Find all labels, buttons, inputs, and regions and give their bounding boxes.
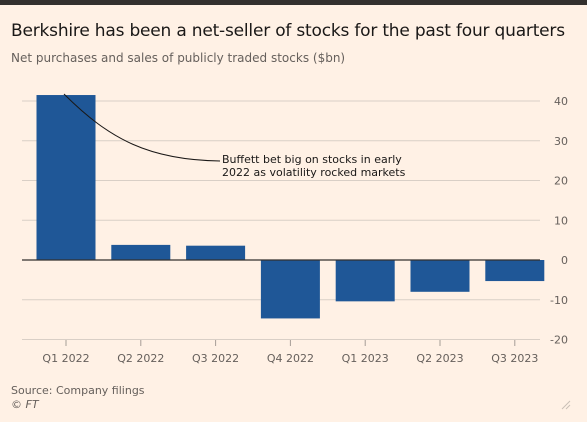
y-tick-label: 40 (554, 95, 568, 108)
ft-credit: © FT (11, 398, 39, 411)
y-tick-label: 20 (554, 175, 568, 188)
bar-q3-2022 (186, 245, 246, 260)
annotation-text-line: 2022 as volatility rocked markets (222, 166, 406, 179)
top-accent-bar (0, 0, 587, 5)
y-tick-label: 10 (554, 214, 568, 227)
annotation-leader-line (63, 93, 221, 162)
chart-subtitle: Net purchases and sales of publicly trad… (11, 51, 346, 65)
y-tick-label: -10 (550, 294, 568, 307)
x-tick-label: Q3 2023 (491, 352, 538, 365)
source-note: Source: Company filings (11, 384, 145, 397)
bar-q2-2023 (410, 260, 470, 292)
x-tick-label: Q2 2022 (117, 352, 164, 365)
x-tick-label: Q1 2022 (42, 352, 89, 365)
x-tick-label: Q3 2022 (192, 352, 239, 365)
y-tick-label: 0 (561, 254, 568, 267)
x-tick-label: Q2 2023 (416, 352, 463, 365)
bar-q3-2023 (485, 260, 545, 282)
x-tick-label: Q1 2023 (342, 352, 389, 365)
y-tick-label: -20 (550, 334, 568, 347)
chart-title: Berkshire has been a net-seller of stock… (11, 21, 565, 41)
y-tick-label: 30 (554, 135, 568, 148)
x-tick-label: Q4 2022 (267, 352, 314, 365)
annotation-text-line: Buffett bet big on stocks in early (222, 153, 402, 166)
bar-q2-2022 (111, 244, 171, 260)
resize-handle-icon[interactable] (559, 398, 571, 410)
bar-q4-2022 (260, 260, 320, 319)
bar-q1-2023 (335, 260, 395, 302)
bar-q1-2022 (36, 95, 96, 260)
